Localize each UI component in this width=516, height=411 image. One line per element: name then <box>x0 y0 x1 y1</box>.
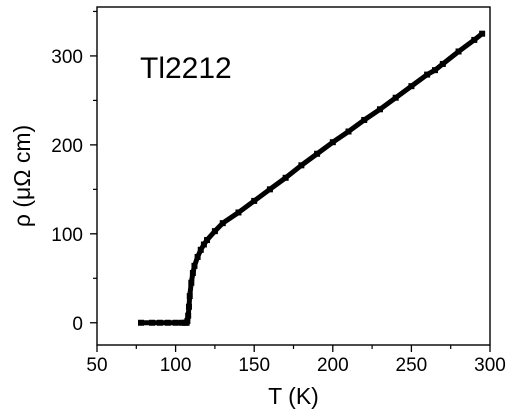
x-tick-label: 150 <box>238 355 270 376</box>
data-point <box>251 197 258 204</box>
data-point <box>204 237 211 244</box>
y-axis-title: ρ (μΩ cm) <box>9 125 35 227</box>
data-series <box>138 30 486 326</box>
data-point <box>172 319 179 326</box>
data-point <box>314 150 321 157</box>
data-point <box>188 279 195 286</box>
y-tick-label: 100 <box>51 225 83 246</box>
data-point <box>219 220 226 227</box>
x-tick-label: 300 <box>474 355 506 376</box>
data-point <box>282 174 289 181</box>
data-point <box>361 116 368 123</box>
y-tick-label: 200 <box>51 136 83 157</box>
y-tick-label: 300 <box>51 47 83 68</box>
y-tick-label: 0 <box>72 314 83 335</box>
data-point <box>149 319 156 326</box>
data-point <box>191 262 198 269</box>
data-point <box>479 30 486 37</box>
data-point <box>266 186 273 193</box>
data-point <box>424 71 431 78</box>
data-point <box>186 293 193 300</box>
data-point <box>298 162 305 169</box>
data-point <box>211 228 218 235</box>
data-point <box>178 319 185 326</box>
data-point <box>455 48 462 55</box>
data-point <box>345 128 352 135</box>
data-point <box>439 60 446 67</box>
data-point <box>376 106 383 113</box>
data-point <box>156 319 163 326</box>
data-point <box>431 67 438 74</box>
data-point <box>408 83 415 90</box>
x-tick-label: 50 <box>86 355 107 376</box>
x-tick-label: 200 <box>317 355 349 376</box>
data-point <box>164 319 171 326</box>
data-point <box>185 312 192 319</box>
data-point <box>194 253 201 260</box>
data-point <box>138 319 145 326</box>
sample-annotation: Tl2212 <box>140 52 232 85</box>
x-tick-label: 250 <box>396 355 428 376</box>
tick-labels: 50 100 150 200 250 300 0 100 200 300 <box>51 47 506 376</box>
data-point <box>471 36 478 43</box>
data-point <box>189 269 196 276</box>
data-point <box>235 209 242 216</box>
data-point <box>200 241 207 248</box>
data-point <box>184 317 191 324</box>
data-point <box>392 94 399 101</box>
data-point <box>329 139 336 146</box>
data-point <box>197 246 204 253</box>
data-point <box>185 303 192 310</box>
x-axis-title: T (K) <box>268 383 319 409</box>
axis-ticks <box>90 10 491 352</box>
x-tick-label: 100 <box>160 355 192 376</box>
